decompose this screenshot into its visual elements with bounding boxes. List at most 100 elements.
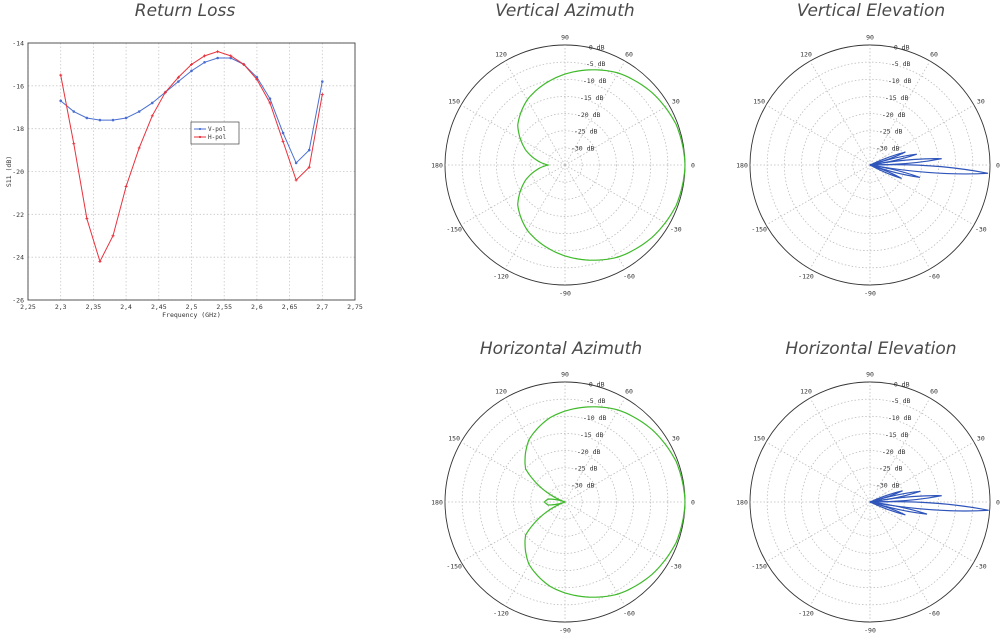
polar-ring — [547, 484, 583, 520]
angle-label: 150 — [448, 435, 460, 443]
horizontal-azimuth-plot: 90 60 30 0 -30 -60 -90 -120 -150 180 150 120 0 dB -5 … — [431, 371, 695, 635]
angle-label: 150 — [753, 435, 765, 443]
data-point — [163, 90, 167, 94]
vertical-elevation-chart: 90 60 30 0 -30 -60 -90 -120 -150 180 150 120 0 dB -5 … — [730, 33, 1000, 303]
ring-label: 0 dB — [894, 43, 910, 51]
polar-ring — [478, 78, 652, 252]
angle-label: 120 — [495, 51, 507, 59]
angle-label: 90 — [561, 371, 569, 379]
data-point — [124, 184, 128, 188]
x-tick-label: 2,3 — [55, 303, 67, 311]
angle-label: -150 — [446, 226, 462, 234]
ring-label: -5 dB — [586, 60, 606, 68]
radiation-pattern — [524, 406, 686, 598]
pattern-lobe — [869, 163, 989, 175]
polar-spoke — [809, 397, 871, 503]
polar-spoke — [460, 164, 566, 226]
polar-ring — [801, 96, 939, 234]
x-tick-label: 2,65 — [282, 303, 298, 311]
data-point — [176, 75, 180, 79]
data-point — [177, 80, 180, 83]
data-point — [229, 56, 233, 60]
ring-label: -25 dB — [879, 128, 903, 136]
data-point — [203, 54, 207, 58]
ring-label: -5 dB — [891, 397, 911, 405]
polar-spoke — [460, 104, 566, 166]
data-point — [150, 114, 154, 118]
polar-ring — [783, 415, 957, 589]
angle-label: 150 — [753, 98, 765, 106]
angle-label: -150 — [751, 563, 767, 571]
chart-title-vertical-azimuth: Vertical Azimuth — [495, 1, 635, 21]
polar-ring — [478, 415, 652, 589]
angle-label: -120 — [798, 272, 814, 280]
data-point — [98, 118, 102, 122]
data-point — [98, 259, 102, 263]
legend-box — [190, 121, 240, 145]
ring-label: -10 dB — [583, 77, 607, 85]
polar-spoke — [564, 164, 626, 270]
angle-label: 150 — [448, 98, 460, 106]
data-point — [321, 80, 324, 83]
pattern-lobe — [869, 501, 906, 516]
ring-label: -10 dB — [888, 414, 912, 422]
angle-label: 60 — [930, 388, 938, 396]
polar-spoke — [765, 501, 871, 563]
angle-label: -120 — [493, 609, 509, 617]
polar-spoke — [869, 164, 975, 226]
ring-label: -5 dB — [891, 60, 911, 68]
data-point — [203, 60, 206, 64]
data-point — [190, 69, 193, 73]
angle-label: 120 — [800, 51, 812, 59]
angle-label: -90 — [559, 627, 571, 635]
polar-ring — [530, 130, 600, 200]
angle-label: 0 — [691, 162, 695, 170]
ring-label: -15 dB — [885, 431, 909, 439]
angle-label: 180 — [736, 162, 748, 170]
polar-spoke — [504, 60, 566, 166]
angle-label: 120 — [800, 388, 812, 396]
y-tick-label: -20 — [12, 168, 24, 176]
data-point — [72, 110, 76, 113]
angle-label: -150 — [751, 226, 767, 234]
polar-ring — [513, 113, 617, 217]
data-point — [85, 217, 89, 221]
polar-spoke — [460, 441, 566, 503]
x-tick-label: 2,5 — [186, 303, 198, 311]
angle-label: 180 — [736, 499, 748, 507]
polar-spoke — [564, 501, 670, 563]
x-tick-label: 2,25 — [20, 303, 36, 311]
data-point — [190, 62, 193, 66]
legend-marker — [198, 127, 202, 131]
polar-spoke — [564, 164, 670, 226]
chart-title-horizontal-azimuth: Horizontal Azimuth — [479, 339, 643, 359]
y-tick-label: -24 — [12, 254, 24, 262]
data-point — [216, 50, 220, 54]
ring-label: -10 dB — [888, 77, 912, 85]
polar-spoke — [564, 397, 626, 503]
data-point — [216, 56, 219, 60]
vertical-elevation-plot: 90 60 30 0 -30 -60 -90 -120 -150 180 150 120 0 dB -5 … — [736, 34, 1000, 298]
ring-label: -30 dB — [571, 482, 595, 490]
polar-spoke — [809, 501, 871, 607]
y-tick-label: -16 — [12, 82, 24, 90]
ring-label: -20 dB — [882, 448, 906, 456]
ring-label: -25 dB — [879, 465, 903, 473]
polar-spoke — [869, 501, 931, 607]
x-tick-label: 2,45 — [151, 303, 167, 311]
x-tick-label: 2,75 — [347, 303, 363, 311]
data-point — [137, 110, 141, 113]
ring-label: -5 dB — [586, 397, 606, 405]
horizontal-elevation-plot: 90 60 30 0 -30 -60 -90 -120 -150 180 150 120 0 dB -5 … — [736, 371, 1000, 635]
polar-spoke — [564, 441, 670, 503]
data-point — [307, 165, 311, 169]
angle-label: 30 — [672, 435, 680, 443]
polar-spoke — [564, 104, 670, 166]
ring-label: -30 dB — [571, 145, 595, 153]
angle-label: 120 — [495, 388, 507, 396]
x-axis-label: Frequency (GHz) — [162, 311, 221, 319]
ring-label: -10 dB — [583, 414, 607, 422]
y-tick-label: -22 — [12, 211, 24, 219]
angle-label: -150 — [446, 563, 462, 571]
